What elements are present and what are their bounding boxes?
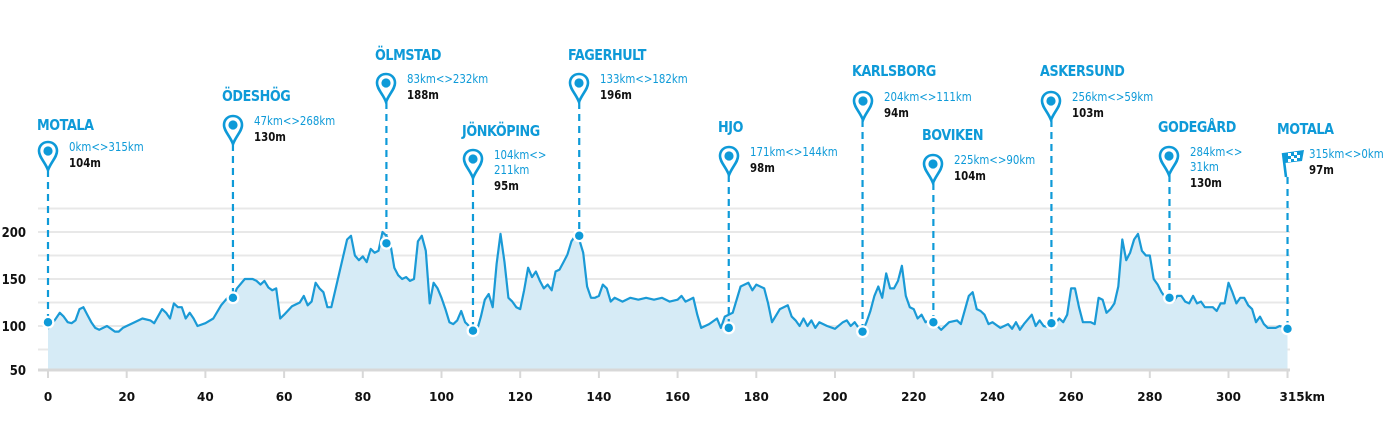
waypoint-elevation: 130m [1190,176,1223,190]
map-pin-icon [37,140,59,174]
waypoint-elevation: 95m [493,179,519,193]
waypoint-elevation: 130m [253,130,286,144]
waypoint-dot[interactable] [468,326,478,335]
waypoint-elevation: 188m [407,88,440,102]
x-tick-label: 0 [44,390,52,404]
map-pin-icon [568,72,590,106]
x-tick-label: 315km [1280,390,1326,404]
waypoint-dot[interactable] [1283,324,1292,334]
waypoint-elevation: 97m [1308,163,1334,177]
y-tick-label: 50 [10,364,26,379]
waypoint-distance: 104km<> [493,148,547,162]
waypoint-dot[interactable] [1047,318,1056,328]
waypoint-dot[interactable] [929,318,938,327]
x-tick-label: 20 [118,390,135,404]
waypoint-distance: 0km<>315km [69,140,144,154]
waypoint-name: ASKERSUND [1040,62,1125,80]
x-tick-label: 140 [586,390,611,404]
y-tick-label: 200 [2,226,26,241]
waypoint-elevation: 98m [749,161,775,175]
waypoint-elevation: 103m [1072,106,1105,120]
elevation-line [47,230,1288,333]
waypoint-distance-remaining: 211km [493,163,530,177]
waypoint-distance: 315km<>0km [1308,147,1384,161]
x-tick-label: 100 [429,390,454,404]
waypoint-elevation: 104m [954,169,987,183]
waypoint-name: MOTALA [1276,120,1334,138]
waypoint-distance: 171km<>144km [749,145,838,159]
waypoint-name: ÖDESHÖG [221,87,291,105]
map-pin-icon [922,153,944,187]
waypoint-dot[interactable] [228,293,238,302]
map-pin-icon [462,148,484,182]
waypoint-dot[interactable] [724,323,733,333]
waypoint-dot[interactable] [575,231,584,240]
map-pin-icon [718,145,740,179]
waypoint-name: JÖNKÖPING [461,122,540,140]
waypoint-name: HJO [717,118,743,136]
waypoint-name: GODEGÅRD [1158,118,1237,136]
finish-flag-icon [1280,147,1304,179]
x-tick-label: 240 [980,390,1005,404]
x-tick-label: 60 [276,390,293,404]
waypoint-distance: 47km<>268km [253,114,336,128]
waypoint-distance: 133km<>182km [600,72,688,86]
waypoint-distance: 83km<>232km [407,72,489,86]
x-tick-label: 160 [665,390,690,404]
x-tick-label: 200 [822,390,847,404]
waypoint-elevation: 104m [69,156,101,170]
map-pin-icon [1040,90,1062,124]
waypoint-name: BOVIKEN [922,126,984,144]
y-axis-labels: 50 100 150 200 [2,226,26,379]
x-tick-label: 40 [197,390,214,404]
waypoint-name: MOTALA [37,116,94,134]
x-tick-label: 180 [744,390,769,404]
waypoint-distance: 204km<>111km [883,90,972,104]
y-tick-label: 100 [2,320,26,335]
waypoint-guide-lines [46,102,1289,326]
x-tick-label: 300 [1216,390,1241,404]
waypoint-dot[interactable] [43,318,53,327]
waypoint-name: KARLSBORG [851,62,936,80]
waypoint-name: ÖLMSTAD [375,46,442,64]
map-pin-icon [852,90,874,124]
x-tick-label: 280 [1137,390,1162,404]
x-tick-label: 120 [508,390,533,404]
y-tick-label: 150 [2,273,26,288]
waypoint-distance-remaining: 31km [1190,160,1220,174]
map-pin-icon [1158,145,1180,179]
x-tick-label: 80 [354,390,371,404]
waypoint-name: FAGERHULT [568,46,647,64]
waypoint-dot[interactable] [382,239,391,248]
x-axis-ticks: 0 20 40 60 80 100 120 140 160 180 200 220 240 260 280 3… [44,370,1325,404]
map-pin-icon [222,114,244,148]
waypoint-distance: 225km<>90km [954,153,1036,167]
waypoint-distance: 284km<> [1190,145,1243,159]
waypoint-dots [41,229,1295,339]
waypoint-dot[interactable] [858,327,867,336]
waypoint-elevation: 196m [600,88,633,102]
x-tick-label: 220 [901,390,926,404]
waypoint-distance: 256km<>59km [1072,90,1154,104]
waypoint-dot[interactable] [1165,293,1174,302]
map-pin-icon [375,72,397,106]
x-tick-label: 260 [1059,390,1084,404]
waypoint-elevation: 94m [883,106,909,120]
